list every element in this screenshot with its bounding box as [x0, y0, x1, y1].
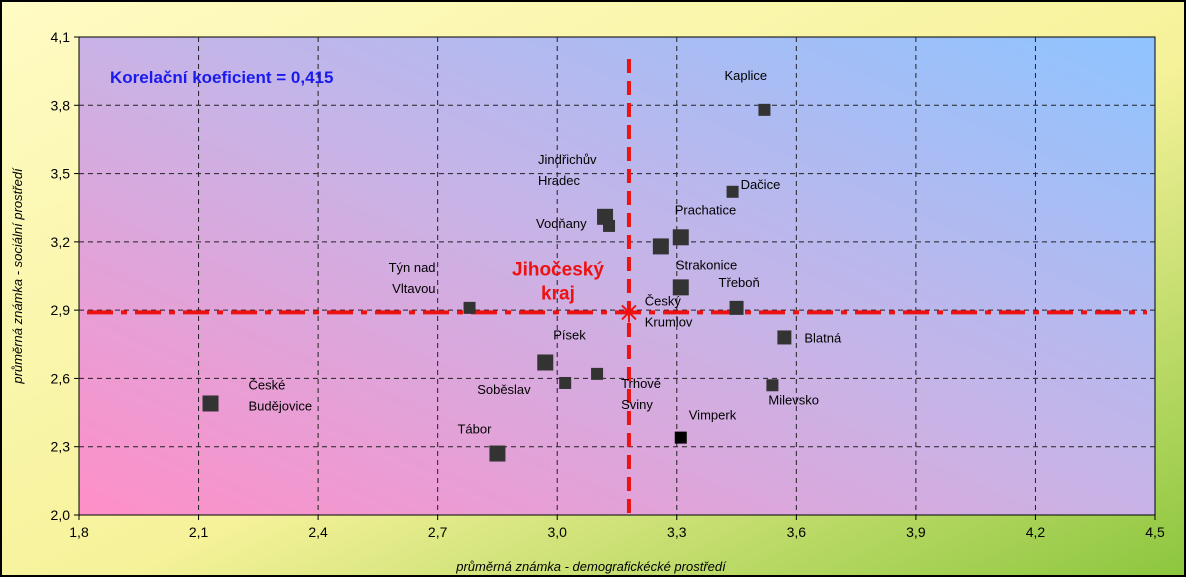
reference-label: Jihočeský kraj: [512, 259, 604, 304]
y-axis-ticks: 2,0 2,3 2,6 2,9 3,2 3,5 3,8 4,1: [51, 29, 79, 523]
point-label: Písek: [553, 327, 586, 342]
data-point: [674, 431, 687, 444]
point-label: Vodňany: [536, 216, 587, 231]
data-point: [766, 379, 779, 392]
point-label: České: [249, 377, 286, 392]
plot-area: [78, 36, 1156, 516]
data-point: [559, 376, 572, 389]
point-label: Český: [645, 293, 682, 308]
point-label: Vltavou: [392, 281, 435, 296]
data-point: [758, 103, 771, 116]
point-label: Jindřichův: [538, 152, 597, 167]
data-point: [202, 395, 219, 412]
point-label: Dačice: [741, 177, 781, 192]
reference-marker: [618, 302, 639, 323]
x-axis-label: průměrná známka - demografickécké prostř…: [455, 559, 727, 574]
point-label: Strakonice: [676, 257, 737, 272]
y-axis-label: průměrná známka - sociální prostředí: [10, 167, 25, 385]
gridlines: [79, 37, 1155, 515]
reference-lines: [87, 59, 1147, 515]
point-label: Trhové: [621, 376, 661, 391]
reference-marker-stroke: [621, 304, 637, 321]
x-tick-label: 2,1: [189, 524, 209, 540]
point-label: Tábor: [457, 422, 492, 437]
y-tick-label: 4,1: [51, 29, 71, 45]
data-point: [777, 330, 792, 345]
point-label: Prachatice: [675, 202, 736, 217]
x-tick-label: 3,9: [906, 524, 926, 540]
reference-label-line: Jihočeský: [512, 259, 604, 280]
data-point: [672, 229, 689, 246]
x-tick-label: 2,7: [428, 524, 448, 540]
data-point: [463, 301, 476, 314]
x-tick-label: 3,0: [547, 524, 567, 540]
y-tick-label: 2,6: [51, 370, 71, 386]
y-tick-label: 3,5: [51, 166, 71, 182]
y-tick-label: 3,2: [51, 234, 71, 250]
point-labels: České Budějovice Tábor Týn nad Vltavou Soběsl…: [249, 68, 842, 437]
y-tick-label: 3,8: [51, 97, 71, 113]
x-tick-label: 4,5: [1145, 524, 1165, 540]
data-point: [729, 300, 744, 315]
correlation-annotation: Korelační koeficient = 0,415: [110, 68, 333, 87]
point-label: Sviny: [621, 397, 653, 412]
point-label: Vimperk: [689, 408, 737, 423]
data-point: [672, 279, 689, 296]
reference-label-line: kraj: [541, 283, 575, 304]
x-tick-label: 2,4: [308, 524, 328, 540]
data-point: [537, 354, 554, 371]
data-point: [726, 185, 739, 198]
data-point: [489, 445, 506, 462]
point-label: Budějovice: [249, 398, 313, 413]
data-points: [202, 103, 792, 462]
point-label: Krumlov: [645, 314, 693, 329]
data-point: [591, 367, 604, 380]
data-point: [603, 219, 616, 232]
y-tick-label: 2,3: [51, 439, 71, 455]
data-point: [652, 238, 669, 255]
point-label: Soběslav: [477, 382, 531, 397]
point-label: Milevsko: [768, 392, 819, 407]
x-axis-ticks: 1,8 2,1 2,4 2,7 3,0 3,3 3,6 3,9 4,2 4,5: [69, 515, 1165, 540]
x-tick-label: 3,6: [787, 524, 807, 540]
x-tick-label: 3,3: [667, 524, 687, 540]
y-tick-label: 2,0: [51, 507, 71, 523]
y-tick-label: 2,9: [51, 302, 71, 318]
point-label: Třeboň: [719, 275, 760, 290]
x-tick-label: 4,2: [1026, 524, 1046, 540]
point-label: Týn nad: [389, 260, 436, 275]
point-label: Blatná: [804, 330, 842, 345]
x-tick-label: 1,8: [69, 524, 89, 540]
point-label: Hradec: [538, 173, 580, 188]
point-label: Kaplice: [724, 68, 767, 83]
